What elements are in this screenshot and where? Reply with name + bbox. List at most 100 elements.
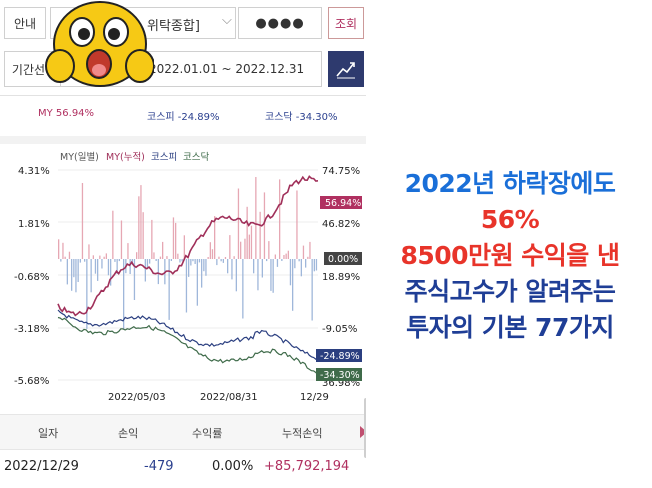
divider: [0, 95, 366, 96]
daily-bar: [142, 212, 144, 259]
kospi-end-label: -24.89%: [320, 351, 360, 362]
x-tick: 12/29: [300, 392, 329, 403]
chart-view-button[interactable]: [328, 51, 364, 87]
daily-bar: [79, 259, 81, 263]
daily-bar: [211, 249, 214, 259]
daily-bar: [118, 259, 120, 262]
left-tick: 1.81%: [18, 219, 50, 230]
daily-bar: [94, 259, 97, 274]
daily-bar: [235, 259, 237, 292]
guide-button[interactable]: 안내: [4, 7, 46, 39]
query-button-label: 조회: [334, 16, 358, 31]
daily-bar: [138, 196, 140, 259]
right-tick: 46.82%: [322, 219, 360, 230]
my-end-badge: [320, 196, 362, 209]
right-tick: 74.75%: [322, 166, 360, 177]
daily-bar: [136, 252, 138, 259]
daily-bar: [305, 259, 307, 268]
daily-bar: [107, 259, 110, 276]
period-range-value: 2022.01.01 ~ 2022.12.31: [149, 62, 305, 76]
scroll-right-icon[interactable]: [360, 426, 366, 438]
daily-bar: [64, 256, 66, 259]
daily-bar: [302, 245, 305, 259]
daily-bar: [261, 259, 263, 278]
scrollbar[interactable]: [364, 398, 366, 458]
daily-bar: [66, 259, 68, 285]
left-tick: -5.68%: [14, 376, 49, 387]
daily-bar: [58, 239, 60, 259]
promo-headline: 2022년 하락장에도 56% 8500만원 수익을 낸 주식고수가 알려주는 …: [368, 166, 652, 346]
daily-bar: [97, 259, 99, 281]
row-cum: +85,792,194: [264, 459, 350, 474]
pnl-table-header: 일자 손익 수익률 누적손익: [0, 414, 366, 450]
daily-bar: [233, 256, 235, 259]
daily-bar: [307, 256, 309, 259]
daily-bar: [140, 185, 142, 259]
daily-bar: [114, 259, 116, 262]
daily-bar: [172, 217, 175, 259]
daily-bars: [58, 177, 318, 329]
daily-bar: [155, 259, 157, 261]
password-field[interactable]: ●●●●: [238, 7, 322, 39]
daily-bar: [274, 254, 276, 259]
left-tick: 4.31%: [18, 166, 50, 177]
top-toolbar: 안내 위탁종합] ⌵ ●●●● 조회: [0, 0, 366, 46]
daily-bar: [133, 259, 136, 300]
daily-bar: [168, 259, 170, 320]
daily-bar: [181, 259, 183, 262]
left-tick: -0.68%: [14, 272, 49, 283]
row-rate: 0.00%: [212, 459, 254, 474]
daily-bar: [170, 259, 172, 261]
daily-bar: [162, 241, 164, 259]
daily-bar: [71, 259, 73, 291]
daily-bar: [220, 259, 222, 262]
daily-bar: [166, 256, 168, 259]
daily-bar: [227, 259, 229, 274]
daily-bar: [253, 259, 255, 274]
col-rate: 수익률: [192, 427, 223, 440]
daily-bar: [146, 259, 149, 268]
my-cumulative-line: [57, 175, 319, 317]
guide-button-label: 안내: [13, 16, 37, 31]
daily-bar: [272, 259, 274, 293]
daily-bar: [229, 235, 231, 259]
daily-bar: [123, 259, 125, 329]
kosdaq-end-badge: [316, 368, 362, 381]
daily-bar: [214, 216, 216, 259]
daily-bar: [188, 259, 190, 277]
account-select-value: 위탁종합]: [147, 19, 200, 34]
kospi-return: 코스피 -24.89%: [147, 112, 220, 123]
kosdaq-line: [57, 316, 319, 375]
daily-bar: [203, 259, 205, 272]
mascot-character: [45, 1, 154, 87]
return-summary: MY 56.94% 코스피 -24.89% 코스닥 -34.30%: [0, 104, 366, 128]
daily-bar: [255, 177, 257, 259]
right-tick-partial: 36.98%: [322, 378, 360, 389]
headline-line-1: 2022년 하락장에도: [404, 169, 616, 198]
daily-bar: [292, 259, 294, 311]
daily-bar: [92, 255, 94, 259]
col-pnl: 손익: [118, 427, 139, 440]
daily-bar: [157, 259, 159, 285]
password-mask: ●●●●: [255, 15, 305, 31]
headline-line-3: 8500만원 수익을 낸: [400, 241, 621, 270]
daily-bar: [259, 211, 261, 259]
daily-bar: [149, 259, 151, 264]
daily-bar: [90, 259, 92, 293]
daily-bar: [209, 242, 211, 259]
daily-bar: [242, 259, 244, 319]
table-row[interactable]: 2022/12/29 -479 0.00% +85,792,194: [0, 449, 366, 485]
daily-bar: [231, 259, 233, 280]
daily-bar: [194, 259, 196, 264]
daily-bar: [198, 259, 201, 263]
daily-bar: [105, 253, 107, 259]
daily-bar: [257, 259, 259, 291]
my-end-label: 56.94%: [325, 198, 361, 209]
daily-bar: [300, 259, 302, 277]
query-button[interactable]: 조회: [328, 7, 364, 39]
daily-bar: [237, 188, 240, 259]
daily-bar: [175, 222, 177, 259]
daily-bar: [309, 241, 311, 259]
right-tick: -9.05%: [322, 324, 357, 335]
daily-bar: [196, 259, 198, 306]
